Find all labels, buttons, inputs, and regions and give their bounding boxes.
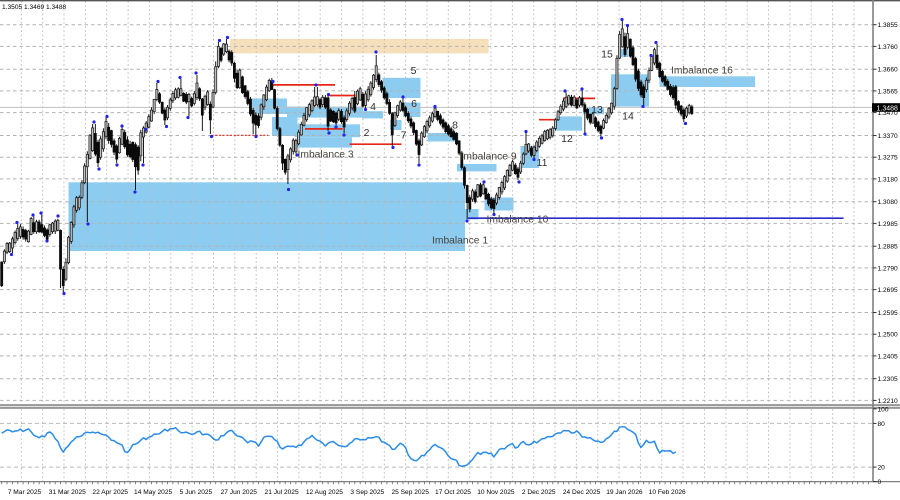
svg-text:1.2595: 1.2595	[878, 310, 899, 317]
svg-text:2 Dec 2025: 2 Dec 2025	[522, 489, 556, 496]
svg-text:1.3275: 1.3275	[878, 155, 899, 162]
svg-text:14 May 2025: 14 May 2025	[134, 489, 172, 496]
svg-text:25 Sep 2025: 25 Sep 2025	[391, 489, 429, 496]
svg-text:2: 2	[364, 127, 370, 139]
svg-text:80: 80	[878, 421, 886, 428]
svg-text:1.3855: 1.3855	[878, 22, 899, 29]
svg-text:1.2885: 1.2885	[878, 244, 899, 251]
svg-text:19 Jan 2026: 19 Jan 2026	[606, 489, 643, 496]
svg-text:1.3488: 1.3488	[877, 105, 899, 112]
svg-text:1.3180: 1.3180	[878, 176, 899, 183]
svg-text:1.2305: 1.2305	[878, 376, 899, 383]
svg-text:22 Apr 2025: 22 Apr 2025	[92, 489, 128, 496]
svg-text:27 Jun 2025: 27 Jun 2025	[221, 489, 258, 496]
svg-text:1.3080: 1.3080	[878, 199, 899, 206]
svg-text:31 Mar 2025: 31 Mar 2025	[49, 489, 86, 496]
svg-text:7: 7	[401, 130, 407, 142]
svg-text:Imbalance 1: Imbalance 1	[432, 236, 488, 247]
svg-text:1.3505 1.3469 1.3488: 1.3505 1.3469 1.3488	[2, 4, 66, 11]
svg-text:12: 12	[561, 133, 573, 145]
svg-text:20: 20	[878, 465, 886, 472]
svg-text:11: 11	[537, 157, 548, 169]
svg-text:8: 8	[452, 120, 458, 132]
svg-text:1.2500: 1.2500	[878, 332, 899, 339]
svg-text:3 Sep 2025: 3 Sep 2025	[350, 489, 384, 496]
svg-text:10 Nov 2025: 10 Nov 2025	[477, 489, 515, 496]
svg-text:Imbalance 9: Imbalance 9	[461, 152, 517, 163]
svg-text:21 Jul 2025: 21 Jul 2025	[265, 489, 299, 496]
svg-text:7 Mar 2025: 7 Mar 2025	[8, 489, 42, 496]
svg-text:1.3565: 1.3565	[878, 88, 899, 95]
svg-text:17 Oct 2025: 17 Oct 2025	[435, 489, 471, 496]
svg-text:1.3470: 1.3470	[878, 110, 899, 117]
svg-text:1.3760: 1.3760	[878, 44, 899, 51]
svg-text:100: 100	[878, 406, 889, 413]
svg-text:Imbalance 10: Imbalance 10	[487, 215, 549, 226]
svg-text:6: 6	[411, 98, 417, 110]
svg-text:5: 5	[411, 65, 417, 77]
svg-text:15: 15	[601, 49, 613, 61]
svg-text:Imbalance 3: Imbalance 3	[298, 150, 354, 161]
svg-text:12 Aug 2025: 12 Aug 2025	[306, 489, 343, 496]
svg-text:1.2985: 1.2985	[878, 221, 899, 228]
svg-text:4: 4	[370, 101, 376, 113]
svg-text:1.3370: 1.3370	[878, 133, 899, 140]
svg-text:13: 13	[591, 104, 603, 116]
svg-text:5 Jun 2025: 5 Jun 2025	[180, 489, 213, 496]
svg-text:10 Feb 2026: 10 Feb 2026	[649, 489, 686, 496]
svg-text:24 Dec 2025: 24 Dec 2025	[563, 489, 601, 496]
svg-text:1.3660: 1.3660	[878, 67, 899, 74]
svg-text:1.2210: 1.2210	[878, 398, 899, 405]
svg-text:1.2405: 1.2405	[878, 353, 899, 360]
svg-text:1.2790: 1.2790	[878, 265, 899, 272]
svg-text:14: 14	[622, 111, 634, 123]
svg-text:0: 0	[878, 479, 882, 486]
svg-text:1.2695: 1.2695	[878, 287, 899, 294]
svg-text:Imbalance 16: Imbalance 16	[671, 66, 733, 77]
